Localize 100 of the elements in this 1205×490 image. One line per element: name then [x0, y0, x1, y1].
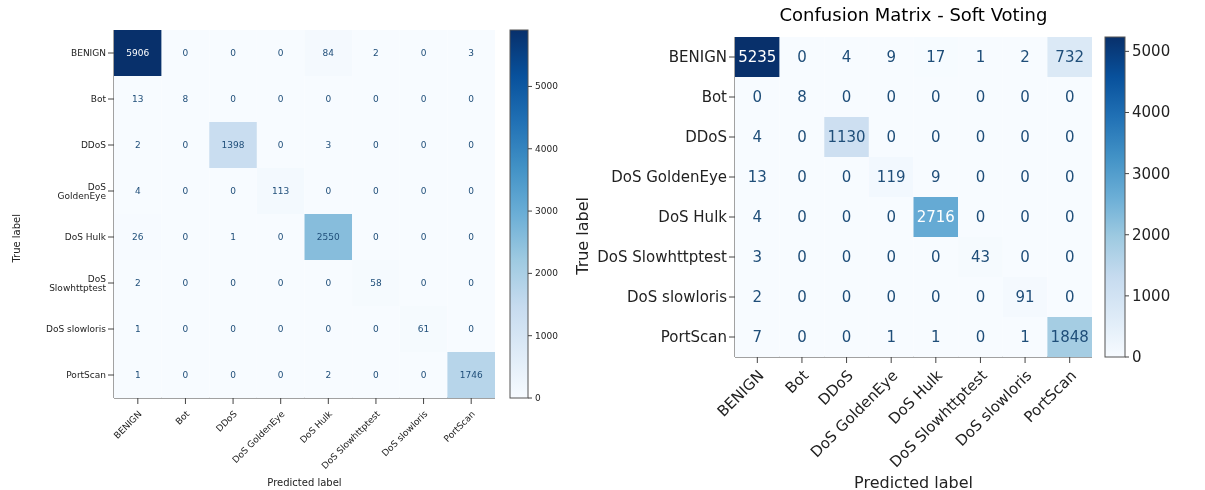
color-bar-label: 4000	[1132, 103, 1171, 122]
data-label: 0	[468, 324, 475, 334]
y-axis-title: True label	[10, 214, 22, 264]
data-label: 0	[420, 140, 427, 150]
y-tick-label: Bot	[701, 88, 728, 107]
data-label: 0	[841, 248, 852, 266]
data-label: 3	[468, 48, 475, 58]
data-label: 0	[975, 128, 986, 146]
y-tick-label: BENIGN	[71, 48, 106, 59]
data-label: 0	[752, 88, 763, 106]
color-bar-label: 4000	[535, 143, 559, 154]
y-tick-label: DoS Hulk	[64, 232, 107, 243]
y-tick-label: DDoS	[80, 140, 107, 151]
data-label: 0	[373, 370, 380, 380]
data-label: 0	[230, 48, 237, 58]
data-label: 0	[797, 48, 807, 66]
data-label: 17	[926, 48, 946, 66]
data-label: 0	[931, 288, 941, 306]
data-label: 0	[975, 328, 986, 346]
data-label: 0	[325, 94, 332, 104]
data-label: 9	[886, 48, 896, 66]
y-tick-label: DoS Slowhttptest	[597, 248, 728, 267]
data-label: 1	[230, 232, 236, 242]
data-label: 0	[468, 278, 475, 288]
data-label: 0	[277, 232, 284, 242]
data-label: 5235	[738, 48, 777, 66]
data-label: 4	[752, 128, 763, 146]
data-label: 0	[230, 186, 237, 196]
data-label: 43	[970, 248, 990, 266]
y-tick-label: DoS GoldenEye	[611, 168, 727, 187]
data-label: 8	[182, 94, 189, 104]
x-tick-label: Bot	[781, 366, 813, 398]
data-label: 0	[277, 324, 284, 334]
data-label: 1	[975, 48, 986, 66]
data-label: 0	[797, 288, 807, 306]
data-label: 0	[1020, 88, 1030, 106]
data-label: 2716	[916, 208, 955, 226]
data-label: 13	[132, 94, 144, 104]
data-label: 0	[797, 208, 807, 226]
data-label: 0	[1020, 248, 1030, 266]
color-bar-label: 3000	[1132, 164, 1171, 183]
data-label: 0	[886, 128, 896, 146]
data-label: 0	[1064, 168, 1075, 186]
data-label: 0	[797, 248, 807, 266]
data-label: 0	[1064, 288, 1075, 306]
color-bar-label: 3000	[535, 206, 559, 217]
color-bar-label: 0	[1132, 348, 1142, 366]
data-label: 119	[876, 168, 906, 186]
data-label: 0	[420, 94, 427, 104]
data-label: 0	[886, 208, 896, 226]
data-label: 4	[752, 208, 763, 226]
data-label: 0	[182, 140, 189, 150]
data-label: 0	[468, 140, 475, 150]
data-label: 1	[886, 328, 896, 346]
data-label: 0	[975, 208, 986, 226]
color-bar-label: 1000	[1132, 286, 1171, 305]
data-label: 13	[747, 168, 767, 186]
data-label: 0	[182, 370, 189, 380]
data-label: 0	[277, 370, 284, 380]
data-label: 1	[931, 328, 941, 346]
data-label: 0	[373, 94, 380, 104]
data-label: 0	[841, 208, 852, 226]
data-label: 0	[841, 168, 852, 186]
x-axis-title: Predicted label	[854, 473, 973, 490]
data-label: 0	[373, 324, 380, 334]
data-label: 0	[797, 328, 807, 346]
data-label: 2	[752, 288, 763, 306]
data-label: 0	[468, 186, 475, 196]
data-label: 0	[230, 278, 237, 288]
data-label: 0	[182, 48, 189, 58]
data-label: 0	[931, 248, 941, 266]
color-bar-label: 2000	[1132, 225, 1171, 244]
x-axis-title: Predicted label	[267, 477, 342, 488]
data-label: 0	[797, 168, 807, 186]
data-label: 1	[134, 324, 141, 334]
data-label: 0	[277, 140, 284, 150]
data-label: 0	[841, 88, 852, 106]
data-label: 0	[325, 186, 332, 196]
data-label: 1	[134, 370, 141, 380]
data-label: 0	[975, 88, 986, 106]
y-tick-label: PortScan	[660, 328, 727, 347]
data-label: 5906	[126, 48, 150, 58]
data-label: 0	[975, 288, 986, 306]
data-label: 1	[1020, 328, 1030, 346]
y-tick-label: BENIGN	[668, 48, 727, 67]
data-label: 3	[325, 140, 332, 150]
y-tick-label: DoS Slowhttptest	[49, 273, 107, 293]
data-label: 0	[182, 232, 189, 242]
data-label: 58	[370, 278, 382, 288]
data-label: 2	[134, 140, 141, 150]
data-label: 26	[132, 232, 144, 242]
data-label: 84	[322, 48, 335, 58]
data-label: 61	[417, 324, 430, 334]
data-label: 0	[420, 278, 427, 288]
data-label: 7	[752, 328, 763, 346]
data-label: 0	[797, 128, 807, 146]
data-label: 2	[134, 278, 141, 288]
y-tick-label: DoS GoldenEye	[57, 181, 107, 201]
data-label: 0	[841, 328, 852, 346]
data-label: 0	[182, 324, 189, 334]
